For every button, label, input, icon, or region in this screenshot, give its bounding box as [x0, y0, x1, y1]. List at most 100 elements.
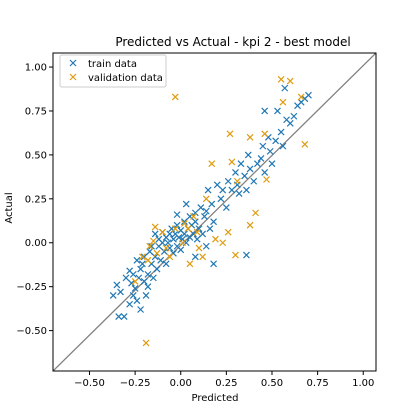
data-point: [261, 169, 269, 176]
data-point: [131, 277, 139, 285]
data-point: [133, 256, 141, 264]
data-point: [171, 225, 179, 233]
data-point: [186, 260, 194, 268]
data-point: [266, 147, 274, 155]
data-point: [219, 186, 227, 194]
data-point: [171, 93, 179, 101]
legend-marker-validation: [69, 73, 77, 81]
data-point: [253, 160, 261, 168]
x-tick-label: −0.25: [120, 378, 151, 389]
data-point: [137, 306, 145, 313]
data-point: [151, 223, 159, 231]
data-point: [184, 225, 192, 233]
y-tick-label: 1.00: [25, 63, 47, 74]
data-point: [199, 253, 207, 261]
data-point: [263, 176, 270, 183]
x-tick-label: 0.00: [170, 378, 192, 389]
data-point: [261, 107, 269, 115]
data-point: [144, 256, 152, 264]
data-point: [122, 274, 130, 282]
data-point: [208, 200, 216, 208]
data-point: [129, 270, 137, 278]
data-point: [162, 260, 170, 268]
plot-frame: [52, 52, 377, 372]
data-point: [301, 140, 309, 148]
data-point: [279, 142, 287, 150]
data-point: [151, 253, 159, 261]
data-point: [290, 112, 298, 120]
data-point: [149, 274, 157, 282]
data-point: [219, 239, 227, 247]
data-point: [261, 130, 269, 138]
data-point: [182, 200, 190, 208]
y-axis-label: Actual: [4, 192, 15, 223]
data-point: [133, 297, 141, 305]
x-tick-label: 0.75: [306, 378, 328, 389]
reference-line: [53, 53, 376, 371]
data-point: [160, 248, 168, 255]
data-point: [191, 209, 199, 217]
data-point: [191, 218, 199, 226]
data-point: [210, 260, 218, 268]
legend-marker-train: [69, 59, 77, 67]
data-point: [279, 98, 287, 106]
data-point: [211, 235, 219, 243]
data-point: [232, 169, 239, 176]
data-point: [138, 253, 146, 261]
data-point: [195, 244, 203, 252]
data-point: [113, 281, 121, 289]
data-point: [202, 195, 210, 203]
data-point: [109, 292, 117, 299]
data-point: [274, 107, 281, 115]
data-point: [259, 142, 267, 150]
data-point: [173, 211, 181, 219]
data-point: [222, 204, 230, 212]
y-tick-label: 0.00: [25, 238, 47, 249]
data-point: [180, 218, 188, 226]
y-tick-label: 0.50: [25, 150, 47, 161]
data-point: [246, 133, 254, 141]
data-point: [202, 242, 210, 250]
legend-label-train: train data: [88, 59, 137, 70]
data-point: [232, 251, 239, 259]
data-point: [237, 160, 245, 168]
data-point: [120, 313, 128, 320]
x-tick-label: −0.50: [74, 378, 105, 389]
data-point: [246, 165, 254, 173]
data-point: [166, 253, 174, 261]
data-point: [195, 225, 203, 233]
data-point: [277, 75, 285, 83]
data-point: [144, 283, 152, 291]
data-point: [179, 239, 186, 247]
data-point: [277, 128, 285, 136]
data-point: [162, 244, 170, 252]
data-point: [213, 181, 221, 189]
data-point: [180, 219, 188, 227]
data-point: [191, 253, 199, 261]
legend-box: [59, 54, 167, 88]
data-point: [137, 265, 145, 273]
data-point: [131, 285, 139, 292]
data-point: [257, 154, 265, 162]
data-point: [138, 260, 146, 268]
data-point: [117, 288, 124, 296]
data-point: [206, 225, 214, 233]
data-point: [129, 292, 137, 299]
data-point: [250, 177, 258, 185]
data-point: [159, 239, 166, 247]
data-point: [199, 230, 207, 238]
data-point: [115, 313, 123, 320]
data-point: [202, 207, 210, 215]
data-point: [228, 158, 236, 166]
data-point: [243, 251, 250, 259]
data-point: [226, 130, 234, 138]
data-point: [142, 339, 150, 347]
data-point: [170, 235, 177, 243]
data-point: [204, 186, 212, 194]
data-point: [148, 242, 155, 250]
plot-area: −0.50 −0.25 0.00 0.25 0.50 0.75 1.00 −0.50 −0.25…: [16, 52, 377, 389]
data-point: [297, 93, 305, 101]
data-point: [243, 186, 250, 194]
